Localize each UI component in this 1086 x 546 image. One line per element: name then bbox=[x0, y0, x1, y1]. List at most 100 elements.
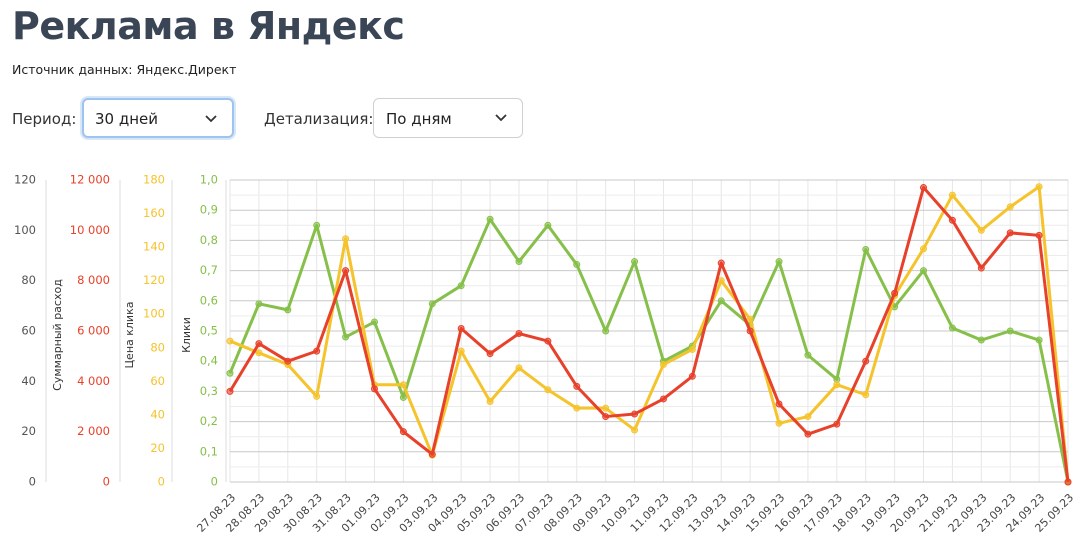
y-tick-label: 10 000 bbox=[70, 223, 110, 237]
detail-value: По дням bbox=[386, 110, 452, 128]
data-point bbox=[631, 258, 639, 266]
y-tick-label: 0,4 bbox=[200, 354, 218, 368]
data-point bbox=[1035, 231, 1043, 239]
y-tick-label: 0 bbox=[211, 475, 218, 489]
data-point bbox=[977, 264, 985, 272]
y-tick-label: 0 bbox=[103, 475, 110, 489]
period-select[interactable]: 30 дней bbox=[82, 98, 234, 138]
data-point bbox=[977, 336, 985, 344]
y-tick-label: 100 bbox=[14, 223, 36, 237]
axis-title: Цена клика bbox=[123, 302, 136, 369]
data-point bbox=[573, 382, 581, 390]
data-point bbox=[891, 289, 899, 297]
data-point bbox=[1006, 203, 1014, 211]
data-point bbox=[746, 327, 754, 335]
data-point bbox=[602, 413, 610, 421]
data-point bbox=[342, 235, 350, 243]
data-point bbox=[688, 345, 696, 353]
data-point bbox=[486, 350, 494, 358]
data-point bbox=[1006, 327, 1014, 335]
data-point bbox=[342, 333, 350, 341]
data-point bbox=[659, 395, 667, 403]
data-point bbox=[284, 306, 292, 314]
y-tick-label: 80 bbox=[21, 273, 36, 287]
data-point bbox=[457, 324, 465, 332]
data-point bbox=[515, 364, 523, 372]
data-point bbox=[1035, 183, 1043, 191]
data-point bbox=[775, 400, 783, 408]
y-tick-label: 0,1 bbox=[200, 444, 218, 458]
data-point bbox=[948, 324, 956, 332]
y-tick-label: 1,0 bbox=[200, 173, 218, 187]
data-point bbox=[920, 245, 928, 253]
data-point bbox=[428, 300, 436, 308]
data-point bbox=[255, 300, 263, 308]
data-point bbox=[920, 184, 928, 192]
data-point bbox=[862, 391, 870, 399]
y-tick-label: 4 000 bbox=[77, 374, 110, 388]
data-point bbox=[717, 259, 725, 267]
data-point bbox=[342, 267, 350, 275]
data-point bbox=[313, 347, 321, 355]
y-tick-label: 20 bbox=[150, 441, 165, 455]
y-tick-label: 0 bbox=[158, 475, 165, 489]
data-point bbox=[284, 357, 292, 365]
data-point bbox=[573, 261, 581, 269]
data-point bbox=[226, 387, 234, 395]
data-point bbox=[862, 245, 870, 253]
data-point bbox=[428, 450, 436, 458]
data-point bbox=[977, 226, 985, 234]
data-point bbox=[457, 347, 465, 355]
data-point bbox=[920, 267, 928, 275]
detail-select[interactable]: По дням bbox=[373, 98, 523, 138]
series-line bbox=[228, 186, 1070, 483]
data-point bbox=[255, 340, 263, 348]
data-point bbox=[313, 392, 321, 400]
data-point bbox=[948, 191, 956, 199]
y-tick-label: 80 bbox=[150, 340, 165, 354]
data-point bbox=[457, 282, 465, 290]
y-tick-label: 60 bbox=[150, 374, 165, 388]
period-value: 30 дней bbox=[95, 110, 159, 128]
y-tick-label: 12 000 bbox=[70, 173, 110, 187]
data-point bbox=[544, 221, 552, 229]
axis-title: Суммарный расход bbox=[51, 279, 64, 391]
chart: 0 20 40 60 80 100 120 0 2 000 4 000 6 000 8 000 10 0… bbox=[14, 173, 1076, 535]
data-point bbox=[1064, 478, 1072, 486]
data-source: Источник данных: Яндекс.Директ bbox=[12, 62, 237, 77]
data-point bbox=[602, 404, 610, 412]
y-tick-label: 0,7 bbox=[200, 263, 218, 277]
data-point bbox=[226, 337, 234, 345]
data-point bbox=[717, 297, 725, 305]
series-line bbox=[228, 217, 1070, 483]
data-point bbox=[515, 258, 523, 266]
data-point bbox=[833, 381, 841, 389]
data-point bbox=[717, 277, 725, 285]
data-point bbox=[399, 381, 407, 389]
data-point bbox=[573, 404, 581, 412]
data-point bbox=[1035, 336, 1043, 344]
period-label: Период: bbox=[12, 110, 77, 128]
data-point bbox=[804, 351, 812, 359]
data-point bbox=[486, 215, 494, 223]
y-tick-label: 0,9 bbox=[200, 203, 218, 217]
y-tick-label: 0,5 bbox=[200, 324, 218, 338]
data-point bbox=[399, 393, 407, 401]
y-tick-label: 8 000 bbox=[77, 273, 110, 287]
y-tick-label: 6 000 bbox=[77, 324, 110, 338]
y-tick-label: 100 bbox=[143, 307, 165, 321]
data-point bbox=[775, 419, 783, 427]
data-point bbox=[313, 221, 321, 229]
y-tick-label: 20 bbox=[21, 424, 36, 438]
y-tick-label: 0,8 bbox=[200, 233, 218, 247]
y-tick-label: 0,6 bbox=[200, 293, 218, 307]
data-point bbox=[370, 385, 378, 393]
y-tick-label: 120 bbox=[14, 173, 36, 187]
data-point bbox=[746, 315, 754, 323]
y-tick-label: 180 bbox=[143, 173, 165, 187]
data-point bbox=[399, 428, 407, 436]
y-tick-label: 160 bbox=[143, 206, 165, 220]
data-point bbox=[833, 420, 841, 428]
axis-title: Клики bbox=[180, 317, 193, 353]
y-tick-label: 140 bbox=[143, 240, 165, 254]
